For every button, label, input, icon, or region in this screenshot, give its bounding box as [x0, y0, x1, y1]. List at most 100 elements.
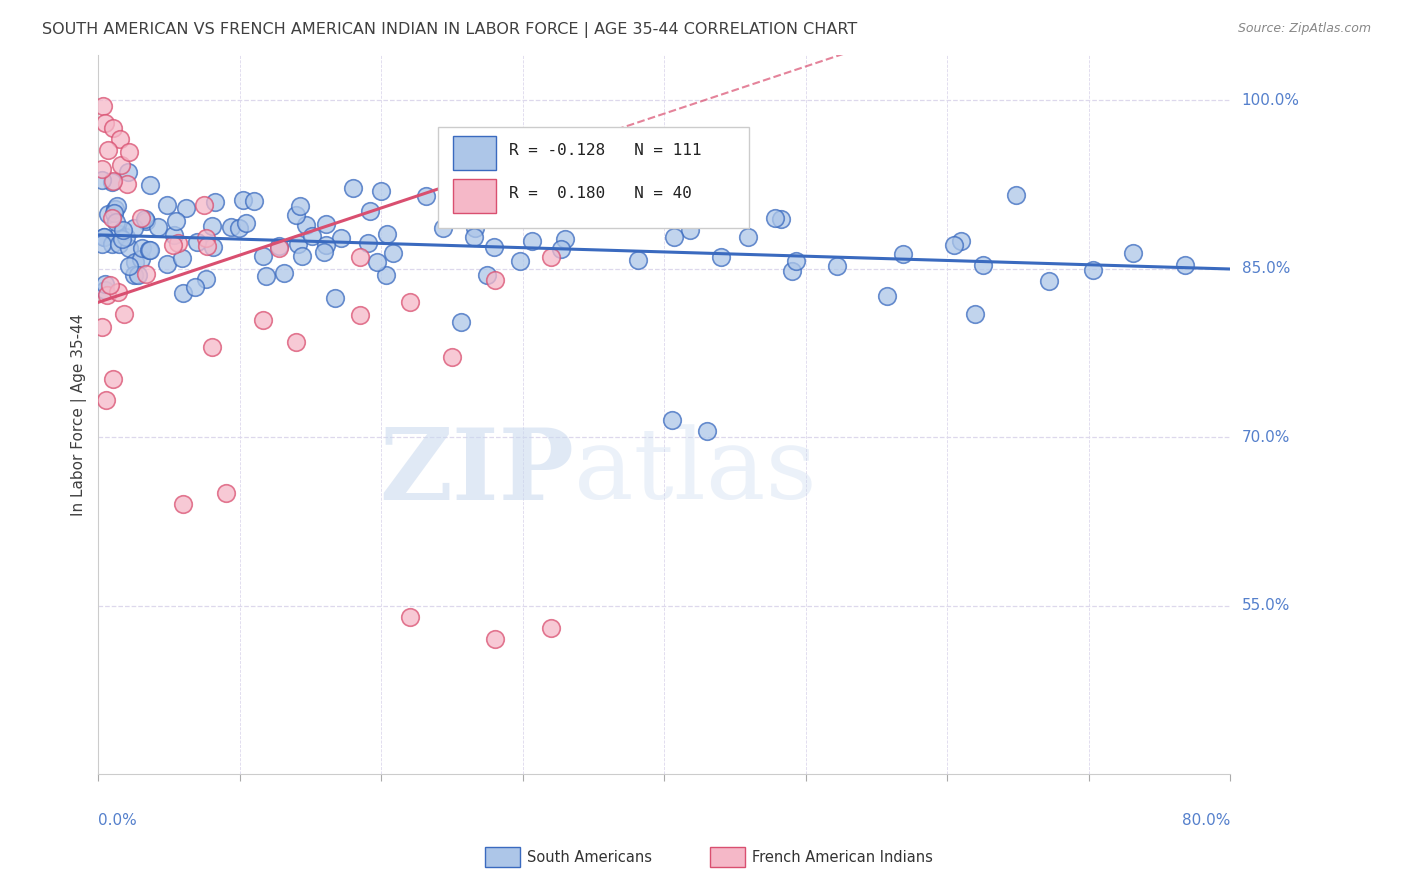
- Point: [273, 266, 295, 280]
- Point: [115, 230, 138, 244]
- Point: [284, 209, 307, 223]
- Point: [287, 237, 309, 252]
- Point: [96, 143, 118, 157]
- Point: [375, 227, 398, 242]
- Point: [1005, 188, 1028, 202]
- Point: [129, 211, 152, 225]
- Point: [235, 216, 257, 230]
- Point: [176, 202, 198, 216]
- Point: [96, 288, 118, 302]
- Point: [107, 227, 129, 242]
- Point: [432, 220, 454, 235]
- Point: [122, 221, 145, 235]
- Point: [470, 202, 492, 216]
- Point: [111, 232, 134, 246]
- Point: [1038, 274, 1060, 288]
- Point: [221, 219, 243, 234]
- Point: [101, 175, 124, 189]
- Point: [118, 145, 141, 159]
- Point: [366, 255, 388, 269]
- Point: [90, 236, 112, 251]
- Point: [111, 223, 134, 237]
- Point: [127, 268, 149, 282]
- Point: [323, 291, 346, 305]
- Point: [441, 350, 464, 364]
- Point: [288, 198, 311, 212]
- Point: [129, 252, 152, 266]
- Point: [194, 271, 217, 285]
- Point: [482, 240, 505, 254]
- FancyBboxPatch shape: [439, 127, 749, 227]
- Point: [118, 241, 141, 255]
- Text: 70.0%: 70.0%: [1241, 430, 1289, 444]
- Point: [696, 425, 718, 439]
- Point: [215, 486, 238, 500]
- Point: [763, 211, 786, 225]
- Point: [950, 234, 973, 248]
- Point: [135, 213, 157, 227]
- Point: [124, 255, 146, 269]
- Point: [117, 165, 139, 179]
- Point: [148, 220, 170, 235]
- Point: [710, 250, 733, 264]
- Point: [138, 243, 160, 257]
- FancyBboxPatch shape: [453, 136, 496, 170]
- Point: [91, 98, 114, 112]
- Point: [472, 184, 495, 198]
- Point: [165, 214, 187, 228]
- Point: [825, 260, 848, 274]
- Point: [484, 632, 506, 647]
- Point: [122, 268, 145, 282]
- Point: [382, 245, 405, 260]
- Text: Source: ZipAtlas.com: Source: ZipAtlas.com: [1237, 22, 1371, 36]
- Point: [254, 268, 277, 283]
- Text: 100.0%: 100.0%: [1241, 93, 1299, 108]
- Point: [103, 174, 125, 188]
- Point: [103, 205, 125, 219]
- Point: [943, 238, 966, 252]
- Point: [464, 221, 486, 235]
- Point: [98, 277, 121, 292]
- Point: [115, 178, 138, 192]
- Point: [398, 609, 420, 624]
- Point: [195, 239, 218, 253]
- Point: [252, 250, 274, 264]
- Point: [110, 158, 132, 172]
- Point: [107, 285, 129, 299]
- Point: [232, 193, 254, 207]
- Point: [93, 229, 115, 244]
- Text: 85.0%: 85.0%: [1241, 261, 1289, 276]
- Point: [108, 132, 131, 146]
- Point: [156, 198, 179, 212]
- Point: [627, 253, 650, 268]
- Point: [475, 268, 498, 282]
- Text: 80.0%: 80.0%: [1182, 813, 1230, 828]
- Point: [94, 283, 117, 297]
- Point: [295, 218, 318, 232]
- Point: [93, 229, 115, 244]
- Text: atlas: atlas: [574, 425, 817, 520]
- Point: [329, 231, 352, 245]
- Point: [134, 211, 156, 226]
- Point: [91, 172, 114, 186]
- FancyBboxPatch shape: [453, 178, 496, 213]
- Point: [204, 194, 226, 209]
- Point: [103, 371, 125, 385]
- Text: 0.0%: 0.0%: [98, 813, 138, 828]
- Point: [550, 243, 572, 257]
- Point: [242, 194, 264, 208]
- Point: [661, 413, 683, 427]
- Point: [972, 258, 994, 272]
- Point: [1174, 258, 1197, 272]
- Point: [463, 230, 485, 244]
- Point: [138, 243, 160, 257]
- Point: [737, 230, 759, 244]
- Point: [291, 249, 314, 263]
- Point: [965, 307, 987, 321]
- Point: [509, 254, 531, 268]
- Point: [193, 198, 215, 212]
- Point: [876, 288, 898, 302]
- Point: [252, 312, 274, 326]
- Point: [131, 241, 153, 255]
- Point: [135, 267, 157, 281]
